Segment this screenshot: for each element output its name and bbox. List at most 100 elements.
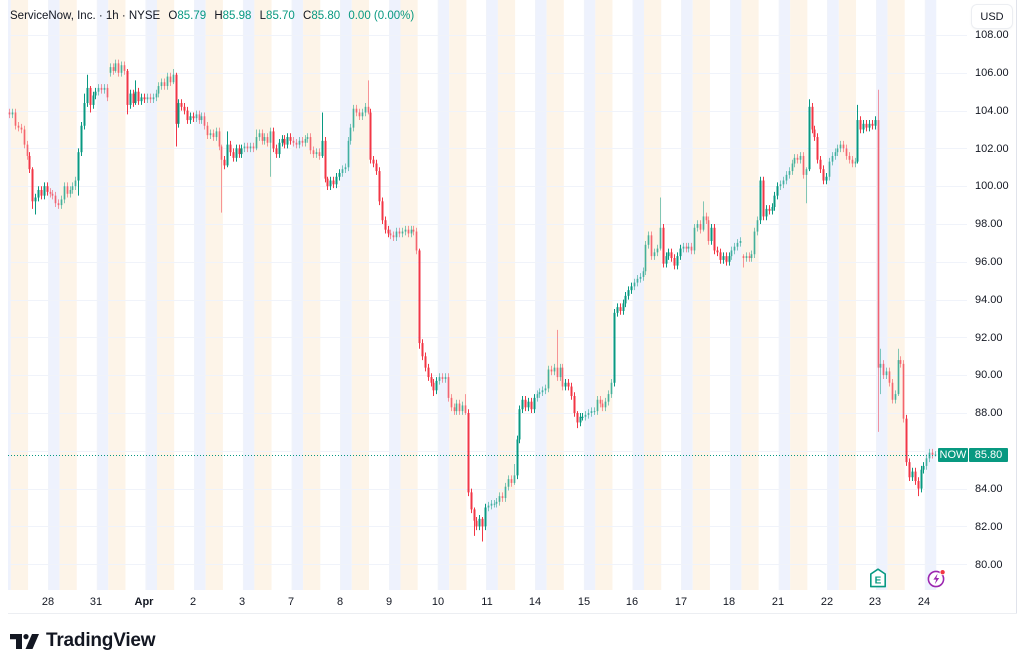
candle-body (484, 507, 487, 527)
candle-body (693, 227, 696, 251)
time-label: 2 (189, 596, 197, 608)
price-label: 90.00 (975, 369, 1003, 381)
candle-body (427, 367, 430, 378)
candle-body (579, 416, 582, 423)
candle-body (140, 97, 143, 102)
time-axis[interactable]: 28 31 Apr 2 3 7 8 9 10 11 14 15 16 17 18… (8, 590, 1016, 614)
candle-body (504, 486, 507, 499)
candle-body (493, 503, 496, 505)
low-label: L (259, 10, 267, 22)
candle-body (132, 93, 135, 104)
candle-body (318, 152, 321, 156)
change-value: 0.00 (0.00%) (348, 10, 415, 22)
candle-body (518, 409, 521, 440)
earnings-icon[interactable]: E (869, 568, 887, 588)
candle-body (312, 150, 315, 155)
candle-body (799, 155, 802, 160)
candle-body (441, 377, 444, 379)
candle-body (604, 401, 607, 408)
postmarket-band (827, 0, 839, 590)
candle-body (877, 120, 880, 368)
candle-body (501, 496, 504, 499)
candle-body (920, 469, 923, 489)
pane-border-right (1016, 0, 1017, 614)
lightning-icon[interactable] (927, 568, 946, 588)
candle-body (573, 395, 576, 413)
candle-body (86, 87, 89, 104)
candle-body (286, 137, 289, 145)
candle-body (699, 224, 702, 230)
symbol-title[interactable]: ServiceNow, Inc. · 1h · NYSE (10, 10, 161, 22)
candle-body (304, 138, 307, 143)
price-label: 84.00 (975, 483, 1003, 495)
legend: ServiceNow, Inc. · 1h · NYSE O85.79 H85.… (10, 9, 414, 23)
candle-body (544, 388, 547, 391)
candle-body (137, 91, 140, 102)
price-label: 106.00 (975, 67, 1009, 79)
candle-body (481, 518, 484, 527)
candle-body (478, 518, 481, 527)
candle-body (756, 220, 759, 232)
price-label: 108.00 (975, 29, 1009, 41)
candle-body (596, 399, 599, 412)
candle-body (218, 131, 221, 147)
candle-body (461, 405, 464, 412)
candle-body (146, 97, 149, 100)
candle-body (859, 120, 862, 130)
candle-body (785, 174, 788, 181)
candle-body (387, 229, 390, 234)
candle-body (590, 411, 593, 413)
price-axis[interactable]: 108.00 106.00 104.00 102.00 100.00 98.00… (968, 0, 1016, 590)
close-value: 85.80 (311, 10, 341, 22)
candle-body (627, 290, 630, 296)
postmarket-band (632, 0, 645, 590)
last-price-tag: 85.80 (969, 448, 1008, 462)
candle-body (332, 180, 335, 185)
postmarket-band (535, 0, 547, 590)
candle-body (753, 231, 756, 255)
candle-body (410, 229, 413, 234)
candle-body (825, 176, 828, 181)
candle-body (238, 148, 241, 155)
candle-body (498, 496, 501, 502)
candle-body (8, 112, 11, 115)
candle-body (255, 137, 258, 149)
candle-body (289, 137, 292, 141)
candle-body (49, 191, 52, 194)
postmarket-band (48, 0, 60, 590)
candle-body (34, 197, 37, 202)
candle-body (905, 418, 908, 463)
candle-body (845, 148, 848, 156)
candle-body (811, 106, 814, 130)
candle-body (100, 87, 103, 90)
candle-body (533, 397, 536, 410)
price-label: 88.00 (975, 407, 1003, 419)
candle-body (172, 74, 175, 83)
candle-body (206, 125, 209, 136)
candle-body (613, 312, 616, 383)
candle-body (398, 231, 401, 234)
candle-body (707, 220, 710, 242)
candle-body (20, 127, 23, 130)
candle-body (143, 97, 146, 100)
time-label: 10 (431, 596, 445, 608)
candle-body (223, 159, 226, 166)
currency-button[interactable]: USD (972, 5, 1012, 28)
candle-body (530, 401, 533, 410)
time-label-month: Apr (134, 596, 154, 608)
candle-body (748, 256, 751, 259)
candle-body (679, 248, 682, 257)
candle-body (329, 180, 332, 187)
premarket-band (741, 0, 759, 590)
candle-body (670, 252, 673, 259)
candle-body (776, 186, 779, 196)
candle-body (728, 256, 731, 262)
candle-body (650, 235, 653, 257)
postmarket-band (486, 0, 498, 590)
candle-body (922, 465, 925, 470)
postmarket-band (145, 0, 157, 590)
candle-body (94, 91, 97, 96)
candle-body (17, 125, 20, 128)
